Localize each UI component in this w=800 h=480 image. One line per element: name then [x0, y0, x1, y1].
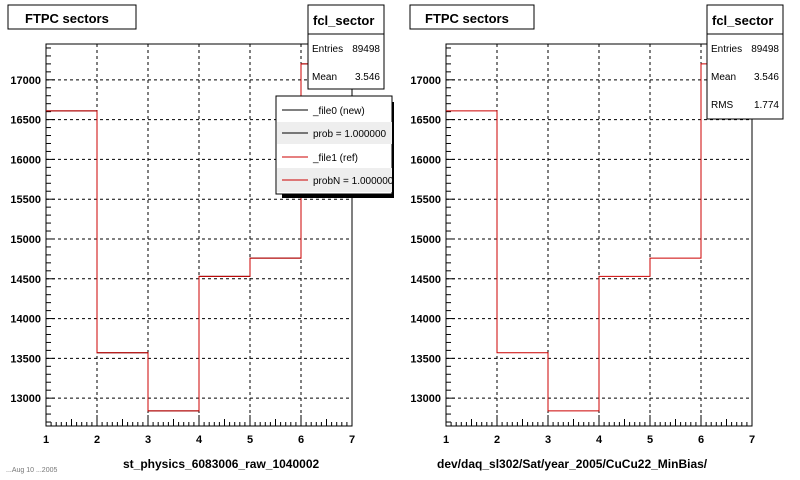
right-x-tick-label-1: 2 [494, 434, 500, 446]
right-x-tick-labels: 1 2 3 4 5 6 7 [443, 434, 755, 446]
left-x-tick-label-0: 1 [43, 434, 49, 446]
right-y-tick-label-8: 17000 [410, 75, 441, 87]
left-stats-entries-label: Entries [312, 44, 343, 55]
left-y-tick-labels: 13000 13500 14000 14500 15000 15500 16000 16500… [10, 75, 41, 405]
right-series-0-line [446, 63, 752, 412]
right-y-tick-label-2: 14000 [410, 314, 441, 326]
right-y-tick-label-6: 16000 [410, 154, 441, 166]
legend-entry-new: _file0 (new) [312, 106, 365, 117]
left-axis-ticks [45, 47, 353, 426]
right-axis-ticks [445, 47, 753, 426]
right-x-tick-label-2: 3 [545, 434, 551, 446]
right-x-tick-label-6: 7 [749, 434, 755, 446]
left-x-tick-label-4: 5 [247, 434, 253, 446]
left-y-tick-label-8: 17000 [10, 75, 41, 87]
legend-entry-ref: _file1 (ref) [312, 153, 358, 164]
left-footer-date: ...Aug 10 ...2005 [6, 467, 57, 474]
left-stats-mean-label: Mean [312, 72, 337, 83]
right-x-tick-label-0: 1 [443, 434, 449, 446]
left-y-tick-label-0: 13000 [10, 393, 41, 405]
right-x-tick-label-4: 5 [647, 434, 653, 446]
right-y-tick-label-1: 13500 [410, 353, 441, 365]
right-x-tick-label-5: 6 [698, 434, 704, 446]
left-stats-box: fcl_sector Entries 89498 Mean 3.546 [307, 4, 385, 90]
left-stats-title: fcl_sector [313, 13, 374, 28]
left-x-tick-label-3: 4 [196, 434, 203, 446]
left-x-tick-label-5: 6 [298, 434, 304, 446]
left-histogram [46, 63, 352, 412]
left-y-tick-label-2: 14000 [10, 314, 41, 326]
right-chart-title: FTPC sectors [425, 11, 509, 26]
right-y-tick-label-4: 15000 [410, 234, 441, 246]
left-stats-entries-value: 89498 [352, 44, 380, 55]
left-x-tick-label-6: 7 [349, 434, 355, 446]
right-stats-entries-value: 89498 [751, 44, 779, 55]
left-chart-title: FTPC sectors [25, 11, 109, 26]
left-y-tick-label-7: 16500 [10, 115, 41, 127]
left-x-tick-label-1: 2 [94, 434, 100, 446]
right-stats-mean-label: Mean [711, 72, 736, 83]
right-x-tick-label-3: 4 [596, 434, 603, 446]
left-y-tick-label-4: 15000 [10, 234, 41, 246]
right-histogram [446, 63, 752, 412]
left-y-tick-label-6: 16000 [10, 154, 41, 166]
right-stats-title: fcl_sector [712, 13, 773, 28]
right-y-tick-label-0: 13000 [410, 393, 441, 405]
legend-entry-prob: prob = 1.000000 [313, 129, 387, 140]
legend-entry-probn: probN = 1.000000 [313, 176, 394, 187]
left-x-tick-label-2: 3 [145, 434, 151, 446]
right-stats-rms-label: RMS [711, 100, 734, 111]
left-series-1-line [46, 63, 352, 412]
right-stats-entries-label: Entries [711, 44, 742, 55]
right-y-tick-label-7: 16500 [410, 115, 441, 127]
right-y-tick-label-5: 15500 [410, 194, 441, 206]
left-title-box [7, 4, 137, 30]
left-stats-mean-value: 3.546 [355, 72, 380, 83]
left-panel: 13000 13500 14000 14500 15000 15500 16000 16500… [6, 4, 394, 474]
left-x-tick-labels: 1 2 3 4 5 6 7 [43, 434, 355, 446]
left-x-axis-label: st_physics_6083006_raw_1040002 [123, 457, 319, 471]
left-y-tick-label-1: 13500 [10, 353, 41, 365]
left-legend: _file0 (new) prob = 1.000000 _file1 (ref… [275, 95, 394, 198]
right-panel: 13000 13500 14000 14500 15000 15500 16000 16500… [409, 4, 784, 471]
right-stats-box: fcl_sector Entries 89498 Mean 3.546 RMS … [706, 4, 784, 120]
right-y-tick-label-3: 14500 [410, 274, 441, 286]
right-stats-mean-value: 3.546 [754, 72, 779, 83]
left-y-tick-label-5: 15500 [10, 194, 41, 206]
right-y-tick-labels: 13000 13500 14000 14500 15000 15500 16000 16500… [410, 75, 441, 405]
right-stats-rms-value: 1.774 [754, 100, 779, 111]
right-x-axis-label: dev/daq_sl302/Sat/year_2005/CuCu22_MinBi… [437, 457, 708, 471]
right-title-box [409, 4, 535, 30]
left-y-tick-label-3: 14500 [10, 274, 41, 286]
